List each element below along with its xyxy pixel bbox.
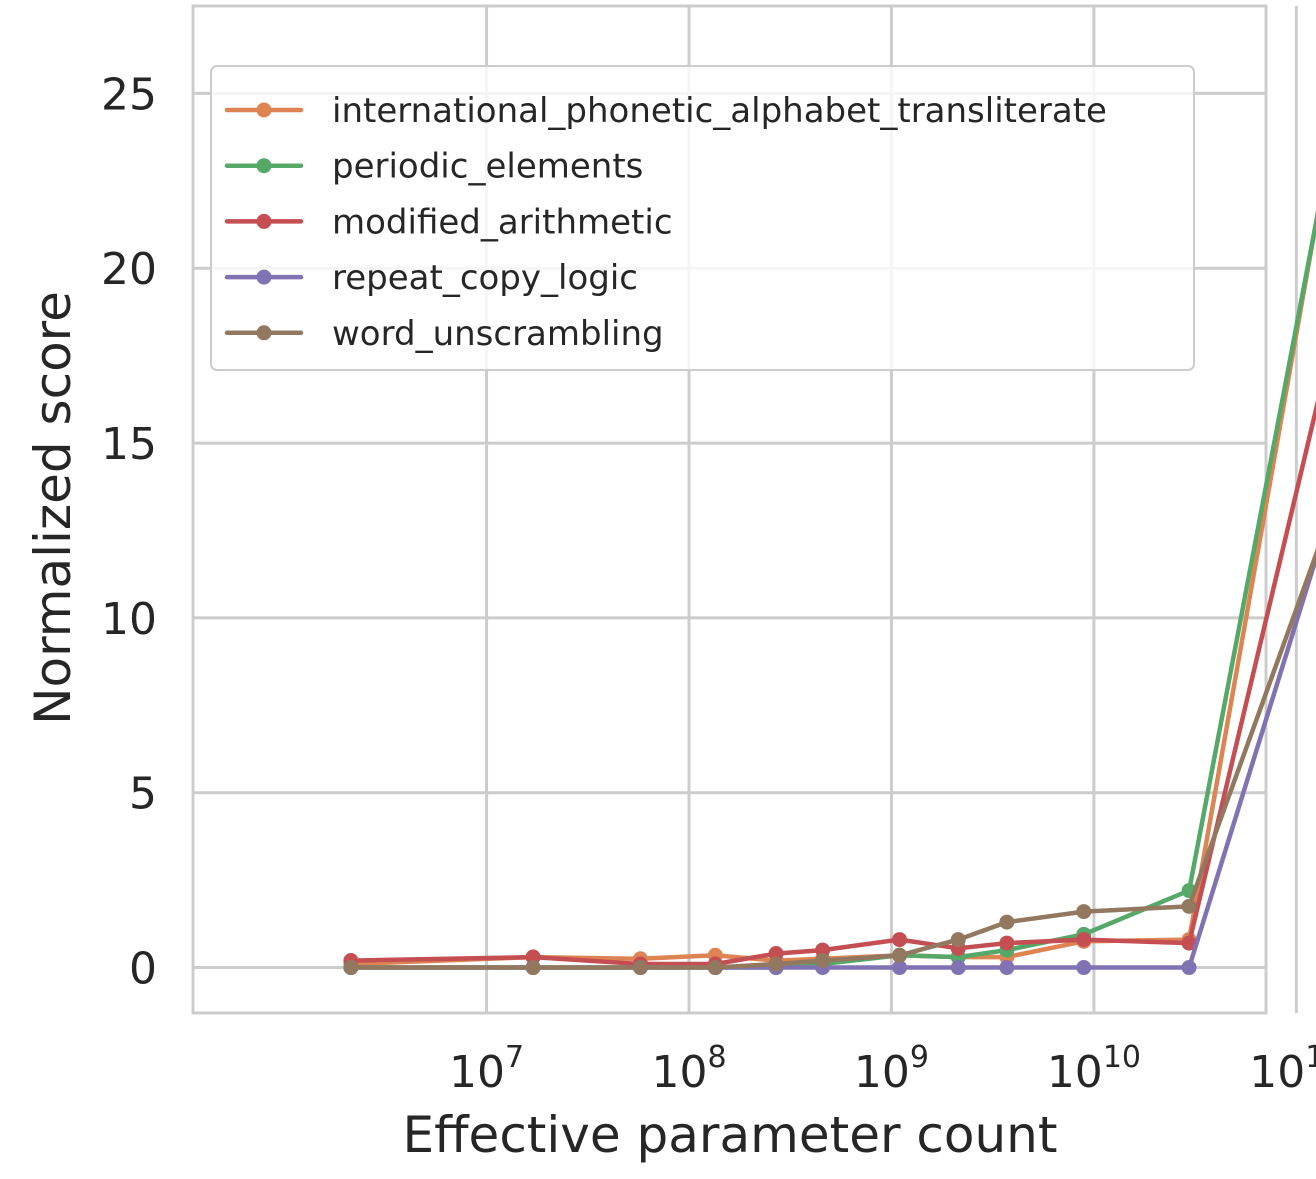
data-point [1076,960,1092,976]
data-point [1181,960,1197,976]
data-point [525,949,541,965]
series-line [348,399,1316,967]
x-axis-ticks: 107 108 109 1010 1011 [449,1040,1316,1098]
data-point [768,946,784,962]
legend-label: international_phonetic_alphabet_translit… [332,91,1107,131]
legend-marker [256,325,272,341]
series-word_unscrambling [343,547,1316,976]
legend-label: repeat_copy_logic [332,258,638,298]
y-axis-ticks: 0 5 10 15 20 25 [101,69,157,994]
series-line [348,550,1316,970]
y-tick-label: 10 [101,594,157,645]
data-point [1181,935,1197,951]
legend-marker [256,102,272,118]
y-tick-label: 20 [101,244,157,295]
data-point [525,960,541,976]
legend-marker [256,213,272,229]
legend-label: word_unscrambling [332,314,664,354]
series-layer [343,210,1316,976]
legend: international_phonetic_alphabet_translit… [210,65,1195,371]
y-tick-label: 25 [101,69,157,120]
series-modified_arithmetic [343,399,1316,972]
data-point [768,956,784,972]
data-point [999,935,1015,951]
legend-label: modified_arithmetic [332,202,673,242]
legend-item: international_phonetic_alphabet_translit… [224,91,1107,131]
legend-item: periodic_elements [224,147,643,187]
x-axis-title: Effective parameter count [403,1106,1058,1164]
legend-item: repeat_copy_logic [224,258,638,298]
data-point [1076,932,1092,948]
data-point [707,960,723,976]
data-point [892,932,908,948]
data-point [892,960,908,976]
data-point [999,914,1015,930]
y-tick-label: 15 [101,419,157,470]
x-tick-label: 109 [854,1040,929,1098]
data-point [815,942,831,958]
y-tick-label: 5 [129,769,157,820]
data-point [892,947,908,963]
legend-box [210,65,1195,371]
data-point [815,953,831,969]
legend-item: modified_arithmetic [224,202,673,242]
x-tick-label: 108 [651,1040,726,1098]
x-tick-label: 1010 [1047,1040,1141,1098]
legend-marker [256,158,272,174]
data-point [1076,904,1092,920]
data-point [950,932,966,948]
data-point [950,960,966,976]
legend-label: periodic_elements [332,147,643,187]
data-point [1181,898,1197,914]
data-point [343,960,359,976]
series-line [348,547,1316,970]
data-point [632,960,648,976]
x-tick-label: 107 [449,1040,524,1098]
x-tick-label: 1011 [1249,1040,1316,1098]
y-axis-title: Normalized score [24,291,82,725]
y-tick-label: 0 [129,944,157,995]
legend-item: word_unscrambling [224,314,664,354]
legend-marker [256,269,272,285]
data-point [999,960,1015,976]
